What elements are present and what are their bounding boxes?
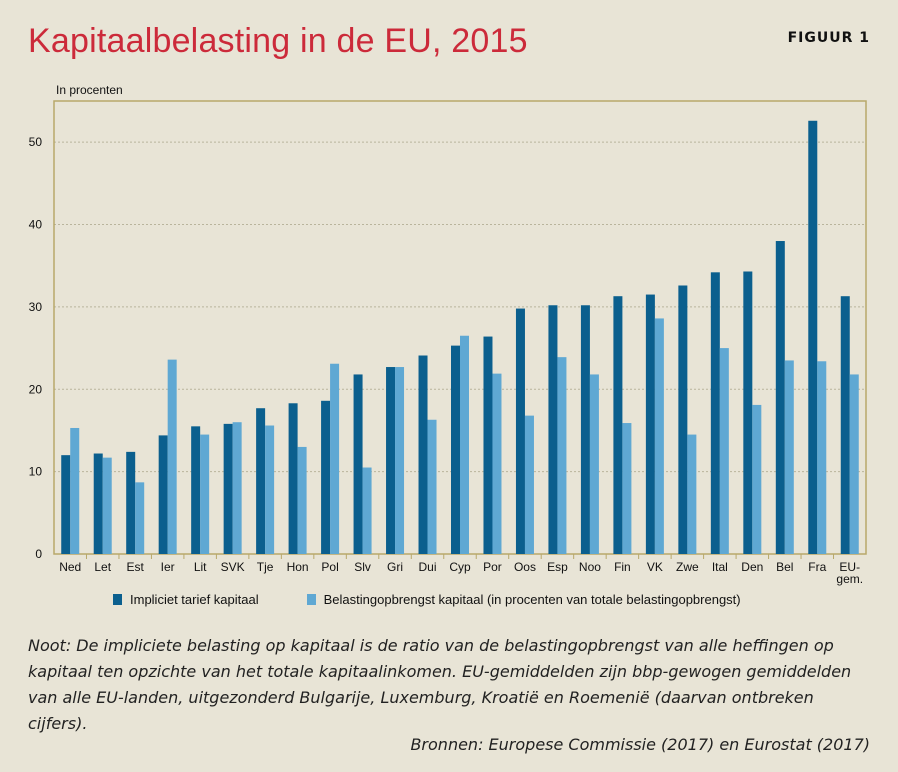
bar-impliciet-tarief [321,400,331,554]
x-tick-label: Noo [579,560,601,574]
x-tick-label: Tje [257,560,274,574]
x-tick-label: Slv [354,560,371,574]
x-tick-label: Bel [776,560,793,574]
figure-label: FIGUUR 1 [787,30,870,46]
bar-impliciet-tarief [775,241,785,554]
chart-title: Kapitaalbelasting in de EU, 2015 [28,22,528,60]
bar-belastingopbrengst [135,482,145,554]
legend-item-series-2: Belastingopbrengst kapitaal (in procente… [306,592,741,607]
bar-impliciet-tarief [386,367,396,554]
bar-belastingopbrengst [524,415,534,554]
x-tick-label: Let [94,560,111,574]
legend-item-series-1: Impliciet tarief kapitaal [113,592,259,607]
y-tick-label: 30 [29,300,43,314]
y-tick-label: 50 [29,135,43,149]
bar-impliciet-tarief [223,423,233,554]
bar-belastingopbrengst [752,404,762,554]
bar-belastingopbrengst [557,357,567,554]
bar-belastingopbrengst [654,318,664,554]
chart-legend: Impliciet tarief kapitaal Belastingopbre… [113,592,741,607]
bar-impliciet-tarief [126,451,136,554]
bar-impliciet-tarief [808,120,818,554]
x-tick-label: EU- [839,560,860,574]
y-tick-label: 0 [35,547,42,561]
bar-belastingopbrengst [232,422,242,554]
bar-chart: 0 10 20 30 40 50 Ned Let Est Ier Lit SVK Tje Hon Pol Sl… [29,100,867,586]
x-tick-label: Fin [614,560,631,574]
bar-belastingopbrengst [589,374,599,554]
x-tick-label: Lit [194,560,207,574]
bar-impliciet-tarief [288,403,298,554]
bar-belastingopbrengst [102,457,112,554]
bar-belastingopbrengst [622,423,632,554]
x-tick-label: Por [483,560,502,574]
x-tick-label: Cyp [449,560,471,574]
bar-belastingopbrengst [200,434,210,554]
x-tick-label: Pol [321,560,338,574]
bar-belastingopbrengst [817,361,827,554]
chart-note: Noot: De impliciete belasting op kapitaa… [28,636,852,733]
bar-impliciet-tarief [61,455,71,554]
bar-impliciet-tarief [743,271,753,554]
x-tick-label: gem. [836,572,863,586]
x-tick-label: VK [647,560,663,574]
legend-label-series-1: Impliciet tarief kapitaal [130,592,259,607]
y-tick-label: 20 [29,382,43,396]
legend-label-series-2: Belastingopbrengst kapitaal (in procente… [323,592,741,607]
bar-impliciet-tarief [451,345,460,554]
bar-impliciet-tarief [256,408,266,554]
x-tick-label: Den [741,560,763,574]
bar-belastingopbrengst [265,425,275,554]
bar-impliciet-tarief [840,296,850,554]
bar-impliciet-tarief [678,285,688,554]
bar-impliciet-tarief [483,336,493,554]
y-axis-unit-label: In procenten [56,83,123,97]
bar-belastingopbrengst [330,363,340,554]
legend-swatch-series-2 [306,594,316,605]
bar-impliciet-tarief [191,426,201,554]
chart-source: Bronnen: Europese Commissie (2017) en Eu… [410,735,870,754]
bar-belastingopbrengst [719,348,729,554]
x-tick-label: Est [127,560,145,574]
legend-swatch-series-1 [113,594,122,605]
bar-belastingopbrengst [362,467,372,554]
x-tick-label: Hon [287,560,309,574]
x-tick-label: Dui [419,560,437,574]
bar-impliciet-tarief [418,355,428,554]
bar-belastingopbrengst [167,359,177,554]
x-tick-label: Zwe [676,560,699,574]
bar-impliciet-tarief [645,294,655,554]
x-tick-label: SVK [221,560,245,574]
bar-impliciet-tarief [93,453,103,554]
x-tick-label: Esp [547,560,568,574]
bar-impliciet-tarief [710,272,720,554]
y-tick-label: 40 [29,218,43,232]
bar-belastingopbrengst [297,446,307,554]
bar-belastingopbrengst [784,360,794,554]
bar-belastingopbrengst [492,373,502,554]
bar-impliciet-tarief [548,305,558,554]
bar-belastingopbrengst [70,427,80,554]
bar-belastingopbrengst [849,374,859,554]
bar-impliciet-tarief [353,374,363,554]
y-tick-label: 10 [29,465,43,479]
bar-impliciet-tarief [580,305,590,554]
bar-belastingopbrengst [427,419,437,554]
x-tick-label: Oos [514,560,536,574]
x-tick-label: Fra [808,560,826,574]
x-tick-label: Gri [387,560,403,574]
bar-belastingopbrengst [460,335,469,554]
bar-impliciet-tarief [158,435,168,554]
x-tick-label: Ier [161,560,175,574]
bar-impliciet-tarief [515,308,525,554]
bar-impliciet-tarief [613,296,623,554]
x-tick-label: Ned [59,560,81,574]
bar-belastingopbrengst [687,434,697,554]
x-tick-label: Ital [712,560,728,574]
bar-belastingopbrengst [395,367,405,554]
